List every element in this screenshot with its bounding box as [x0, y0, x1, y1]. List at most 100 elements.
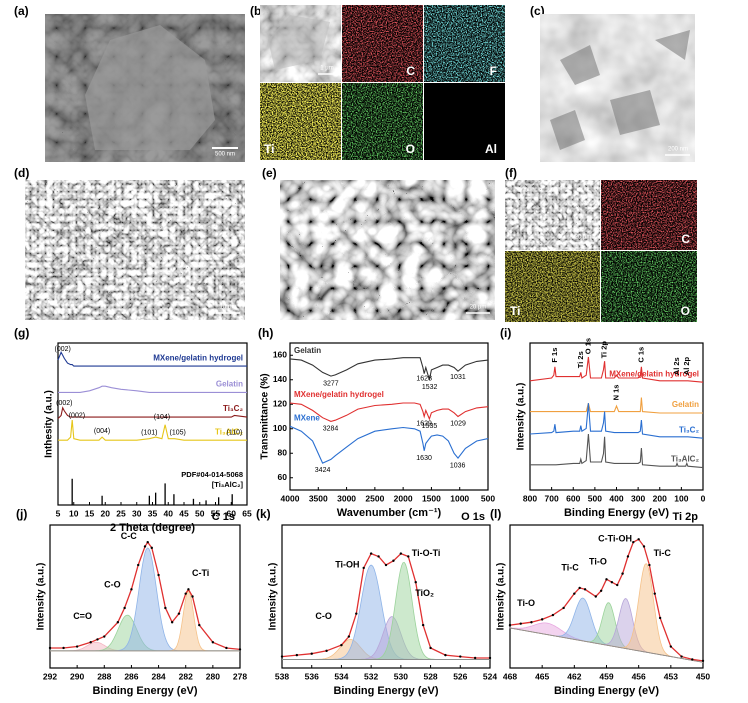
x-axis-label: Binding Energy (eV): [564, 507, 669, 519]
series-line: [57, 351, 247, 367]
data-point: [637, 538, 640, 541]
data-point: [621, 572, 624, 575]
x-axis-label: Binding Energy (eV): [333, 685, 438, 697]
panel-label: (j): [16, 507, 27, 521]
annotation: F 1s: [550, 348, 559, 363]
x-tick-label: 536: [305, 671, 319, 681]
x-axis-label: Binding Energy (eV): [92, 685, 197, 697]
data-point: [648, 563, 651, 567]
peak-label: Ti-O: [589, 557, 607, 567]
data-point: [377, 555, 380, 558]
data-point: [488, 656, 492, 660]
data-point: [89, 641, 92, 644]
data-point: [459, 655, 462, 658]
data-point: [325, 649, 328, 653]
eds-map-c: [342, 5, 423, 82]
peak-label: Ti-C: [561, 562, 579, 572]
map-label: Ti: [264, 142, 274, 156]
annotation: 1628: [416, 375, 432, 382]
data-point: [626, 555, 630, 558]
data-point: [508, 623, 512, 627]
data-point: [48, 646, 52, 650]
series-line: [529, 403, 704, 439]
x-tick-label: 4000: [281, 493, 300, 503]
data-point: [605, 578, 608, 581]
series-label: Gelatin: [672, 400, 699, 409]
data-point: [384, 563, 388, 567]
x-tick-label: 65: [242, 508, 252, 518]
annotation: 1629: [416, 421, 432, 428]
data-point: [187, 588, 190, 591]
eds-map-f: [424, 5, 505, 82]
peak-label: Ti-O: [517, 598, 535, 608]
peak-label: TiO₂: [415, 588, 434, 598]
data-point: [642, 545, 646, 548]
x-tick-label: 700: [545, 493, 559, 503]
data-point: [130, 588, 133, 591]
series-line: [58, 385, 247, 393]
x-tick-label: 3500: [309, 493, 328, 503]
annotation: 1029: [450, 421, 466, 428]
series-label: MXene/gelatin hydrogel: [153, 353, 243, 362]
data-point: [340, 643, 343, 647]
panel-label: (h): [258, 326, 273, 340]
y-axis-label: Intensity (a.u.): [36, 563, 47, 631]
sem-image: [280, 180, 495, 320]
x-tick-label: 1000: [450, 493, 469, 503]
tile-borders: [505, 180, 697, 322]
data-point: [191, 595, 194, 598]
y-axis-label: Intensity (a.u.): [268, 563, 279, 631]
panel-label: (f): [505, 166, 517, 180]
fit-envelope: [509, 538, 704, 662]
y-axis-label: Transmittance (%): [260, 373, 271, 459]
data-point: [669, 645, 673, 648]
annotation: (004): [94, 428, 110, 435]
series-line: [58, 420, 247, 441]
x-tick-label: 10: [69, 508, 79, 518]
data-point: [562, 606, 565, 610]
series-line: [530, 397, 703, 414]
eds-map-o: [601, 251, 697, 322]
data-point: [143, 545, 147, 548]
x-tick-label: 286: [124, 671, 138, 681]
x-tick-label: 200: [653, 493, 667, 503]
y-tick-label: 100: [273, 423, 287, 433]
series-line: [289, 402, 489, 422]
peak-label: C-C: [121, 531, 137, 541]
scale-bar-label: 20 µm: [575, 235, 592, 241]
particle: [85, 25, 215, 150]
peak-label: C-O: [104, 579, 121, 589]
x-tick-label: 45: [179, 508, 189, 518]
data-point: [616, 583, 619, 587]
x-tick-label: 50: [195, 508, 205, 518]
x-tick-label: 534: [334, 671, 348, 681]
data-point: [362, 566, 365, 570]
series-label: Gelatin: [294, 346, 321, 355]
scale-bar-label: 1 µm: [320, 66, 333, 72]
x-tick-label: 35: [148, 508, 158, 518]
panel-label: (d): [14, 166, 29, 180]
x-tick-label: 60: [227, 508, 237, 518]
data-point: [295, 653, 299, 657]
data-point: [551, 613, 555, 617]
series-label: Ti₃AlC₂: [671, 455, 699, 464]
scale-bar-label: 10 µm: [220, 305, 237, 311]
peak-label: C-Ti: [192, 568, 209, 578]
x-tick-label: 526: [453, 671, 467, 681]
peak-label: C-Ti-OH: [598, 534, 632, 544]
map-label: F: [490, 64, 497, 78]
data-point: [369, 552, 373, 555]
x-tick-label: 400: [609, 493, 623, 503]
data-point: [96, 638, 99, 641]
series-label: MXene: [294, 413, 320, 422]
annotation: N 1s: [611, 385, 620, 401]
y-tick-label: 80: [278, 448, 288, 458]
scale-bar-label: 500 nm: [215, 152, 235, 158]
data-point: [578, 586, 581, 590]
data-point: [701, 659, 705, 663]
x-tick-label: 30: [132, 508, 142, 518]
plot-frame: [289, 342, 489, 491]
data-point: [519, 622, 522, 625]
x-tick-label: 530: [394, 671, 408, 681]
